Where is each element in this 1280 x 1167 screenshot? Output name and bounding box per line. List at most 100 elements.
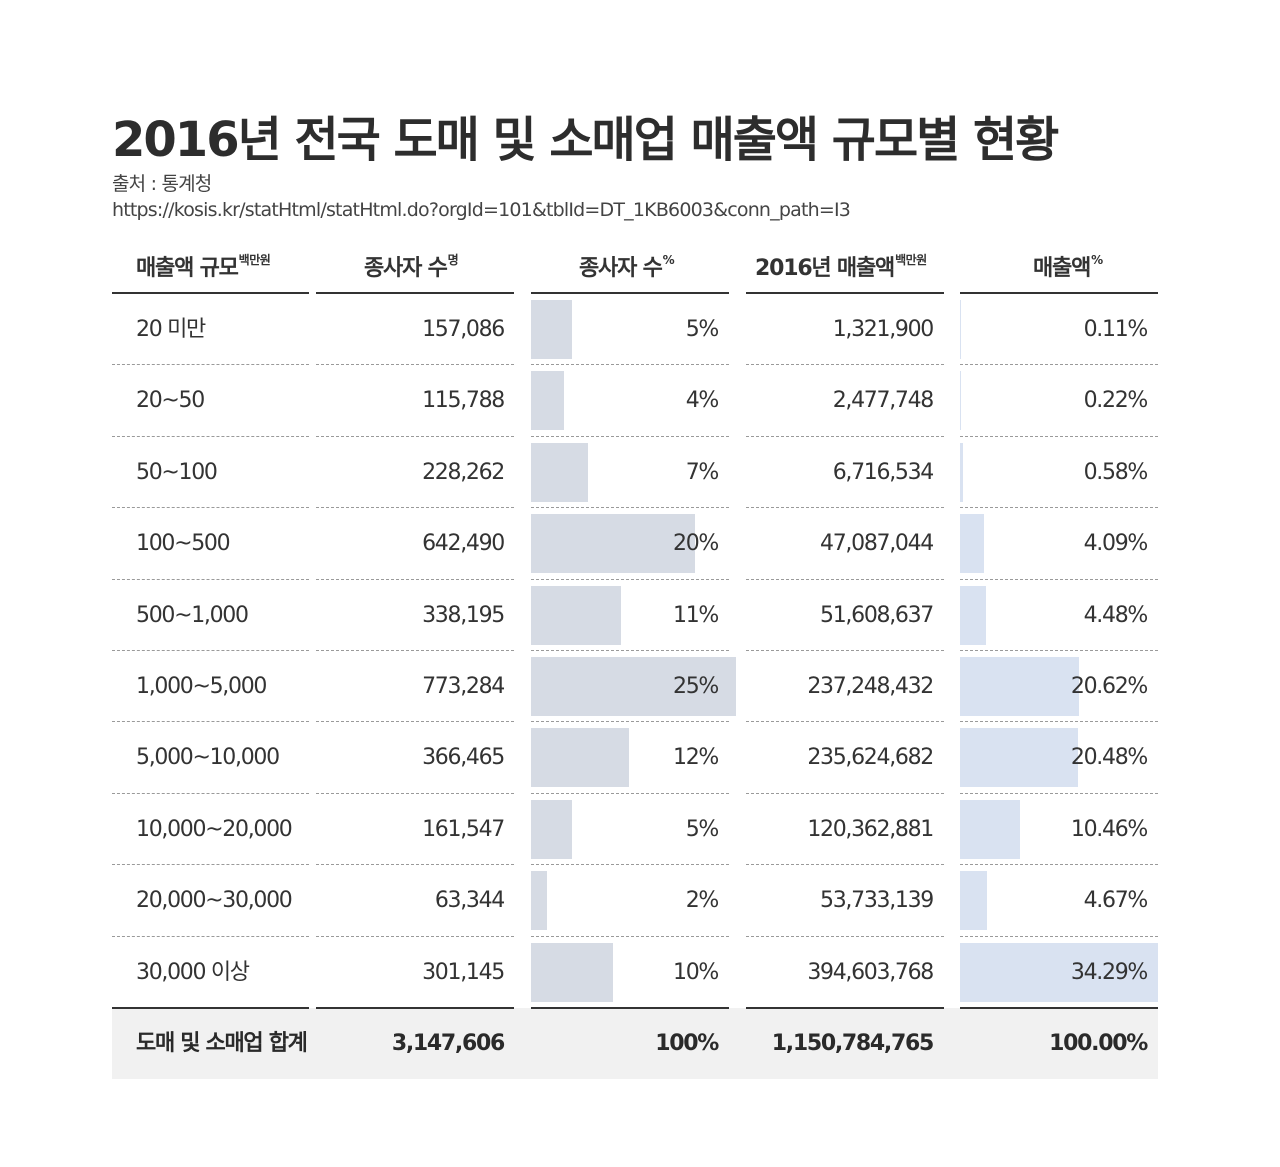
total-size: 도매 및 소매업 합계 [136,1031,308,1056]
employees-cell: 642,490 [422,531,505,557]
header-rule [316,292,514,294]
row-divider [316,935,514,937]
employee-share-bar [531,514,695,574]
revenue-cell: 235,624,682 [807,745,934,771]
row-divider [316,435,514,437]
row-divider [112,578,309,580]
header-rule [960,292,1158,294]
size-cell: 10,000~20,000 [136,816,293,842]
size-cell: 20,000~30,000 [136,888,293,914]
revenue-cell: 1,321,900 [832,317,935,342]
total-rule [316,1007,514,1009]
row-divider [960,507,1158,509]
column-header-size-label: 매출액 규모 [136,256,239,281]
employees-cell: 773,284 [422,674,505,699]
table-row: 10,000~20,000 161,547 5% 120,362,881 10.46% [0,792,1280,865]
revenue-cell: 53,733,139 [820,888,934,914]
total-row-background [112,1008,1158,1079]
row-divider [531,792,729,794]
revenue-cell: 120,362,881 [807,816,934,842]
employee-share-cell: 5% [685,816,720,842]
row-divider [112,935,309,937]
revenue-cell: 2,477,748 [832,388,935,414]
total-revenue: 1,150,784,765 [771,1031,935,1056]
table-row: 50~100 228,262 7% 6,716,534 0.58% [0,435,1280,508]
row-divider [112,864,309,866]
row-divider [746,792,944,794]
table-row: 20~50 115,788 4% 2,477,748 0.22% [0,364,1280,436]
row-divider [531,935,729,937]
employee-share-cell: 20% [673,531,719,557]
employee-share-cell: 25% [673,674,719,699]
column-header-revenue-label: 2016년 매출액 [755,256,895,281]
revenue-share-bar [960,514,984,574]
header-rule [112,292,309,294]
employees-cell: 301,145 [422,959,505,985]
row-divider [960,364,1158,366]
employees-cell: 338,195 [422,602,505,628]
row-divider [531,364,729,366]
row-divider [316,507,514,509]
size-cell: 5,000~10,000 [136,745,280,771]
table-row: 20,000~30,000 63,344 2% 53,733,139 4.67% [0,864,1280,936]
employee-share-cell: 10% [673,959,719,985]
employee-share-bar [531,442,589,502]
employee-share-cell: 12% [673,745,719,771]
total-rule [112,1007,309,1009]
row-divider [531,578,729,580]
row-divider [960,650,1158,651]
revenue-share-bar [960,942,1158,1002]
row-divider [316,578,514,580]
size-cell: 1,000~5,000 [136,674,267,699]
column-header-employee-share-unit: % [662,253,675,267]
employee-share-bar [531,942,613,1002]
table-row: 30,000 이상 301,145 10% 394,603,768 34.29% [0,935,1280,1008]
row-divider [746,507,944,509]
row-divider [960,864,1158,866]
revenue-share-bar [960,799,1021,859]
table-row: 5,000~10,000 366,465 12% 235,624,682 20.48% [0,721,1280,793]
employee-share-cell: 7% [685,459,720,485]
source-url: https://kosis.kr/statHtml/statHtml.do?or… [112,199,851,221]
revenue-share-cell: 0.22% [1083,388,1149,414]
revenue-cell: 47,087,044 [820,531,934,557]
revenue-share-bar [960,442,964,502]
revenue-share-bar [960,728,1079,788]
row-divider [746,435,944,437]
revenue-cell: 394,603,768 [807,959,934,985]
table-row: 100~500 642,490 20% 47,087,044 4.09% [0,507,1280,579]
employee-share-bar [531,799,572,859]
revenue-share-bar [960,300,961,359]
employee-share-cell: 4% [685,388,720,414]
size-cell: 500~1,000 [136,602,249,628]
employees-cell: 157,086 [422,317,505,342]
revenue-share-cell: 20.62% [1070,674,1148,699]
column-header-revenue-unit: 백만원 [895,253,927,267]
employees-cell: 366,465 [422,745,505,771]
row-divider [960,935,1158,937]
revenue-share-bar [960,657,1080,716]
size-cell: 20~50 [136,388,205,414]
row-divider [112,650,309,651]
table-row: 500~1,000 338,195 11% 51,608,637 4.48% [0,578,1280,651]
row-divider [112,792,309,794]
column-header-size: 매출액 규모백만원 [136,240,271,281]
revenue-share-bar [960,871,987,931]
revenue-share-bar [960,371,962,431]
column-header-employees-unit: 명 [447,253,459,267]
total-employee-share: 100% [655,1031,719,1056]
row-divider [316,864,514,866]
row-divider [316,721,514,723]
row-divider [960,578,1158,580]
column-header-employee-share: 종사자 수% [579,240,675,281]
revenue-share-cell: 34.29% [1070,959,1148,985]
total-rule [960,1007,1158,1009]
column-header-employees: 종사자 수명 [364,240,459,281]
employee-share-bar [531,871,548,931]
header-rule [531,292,729,294]
row-divider [112,364,309,366]
row-divider [960,435,1158,437]
total-revenue-share: 100.00% [1049,1031,1148,1056]
row-divider [112,435,309,437]
table-row: 20 미만 157,086 5% 1,321,900 0.11% [0,294,1280,365]
